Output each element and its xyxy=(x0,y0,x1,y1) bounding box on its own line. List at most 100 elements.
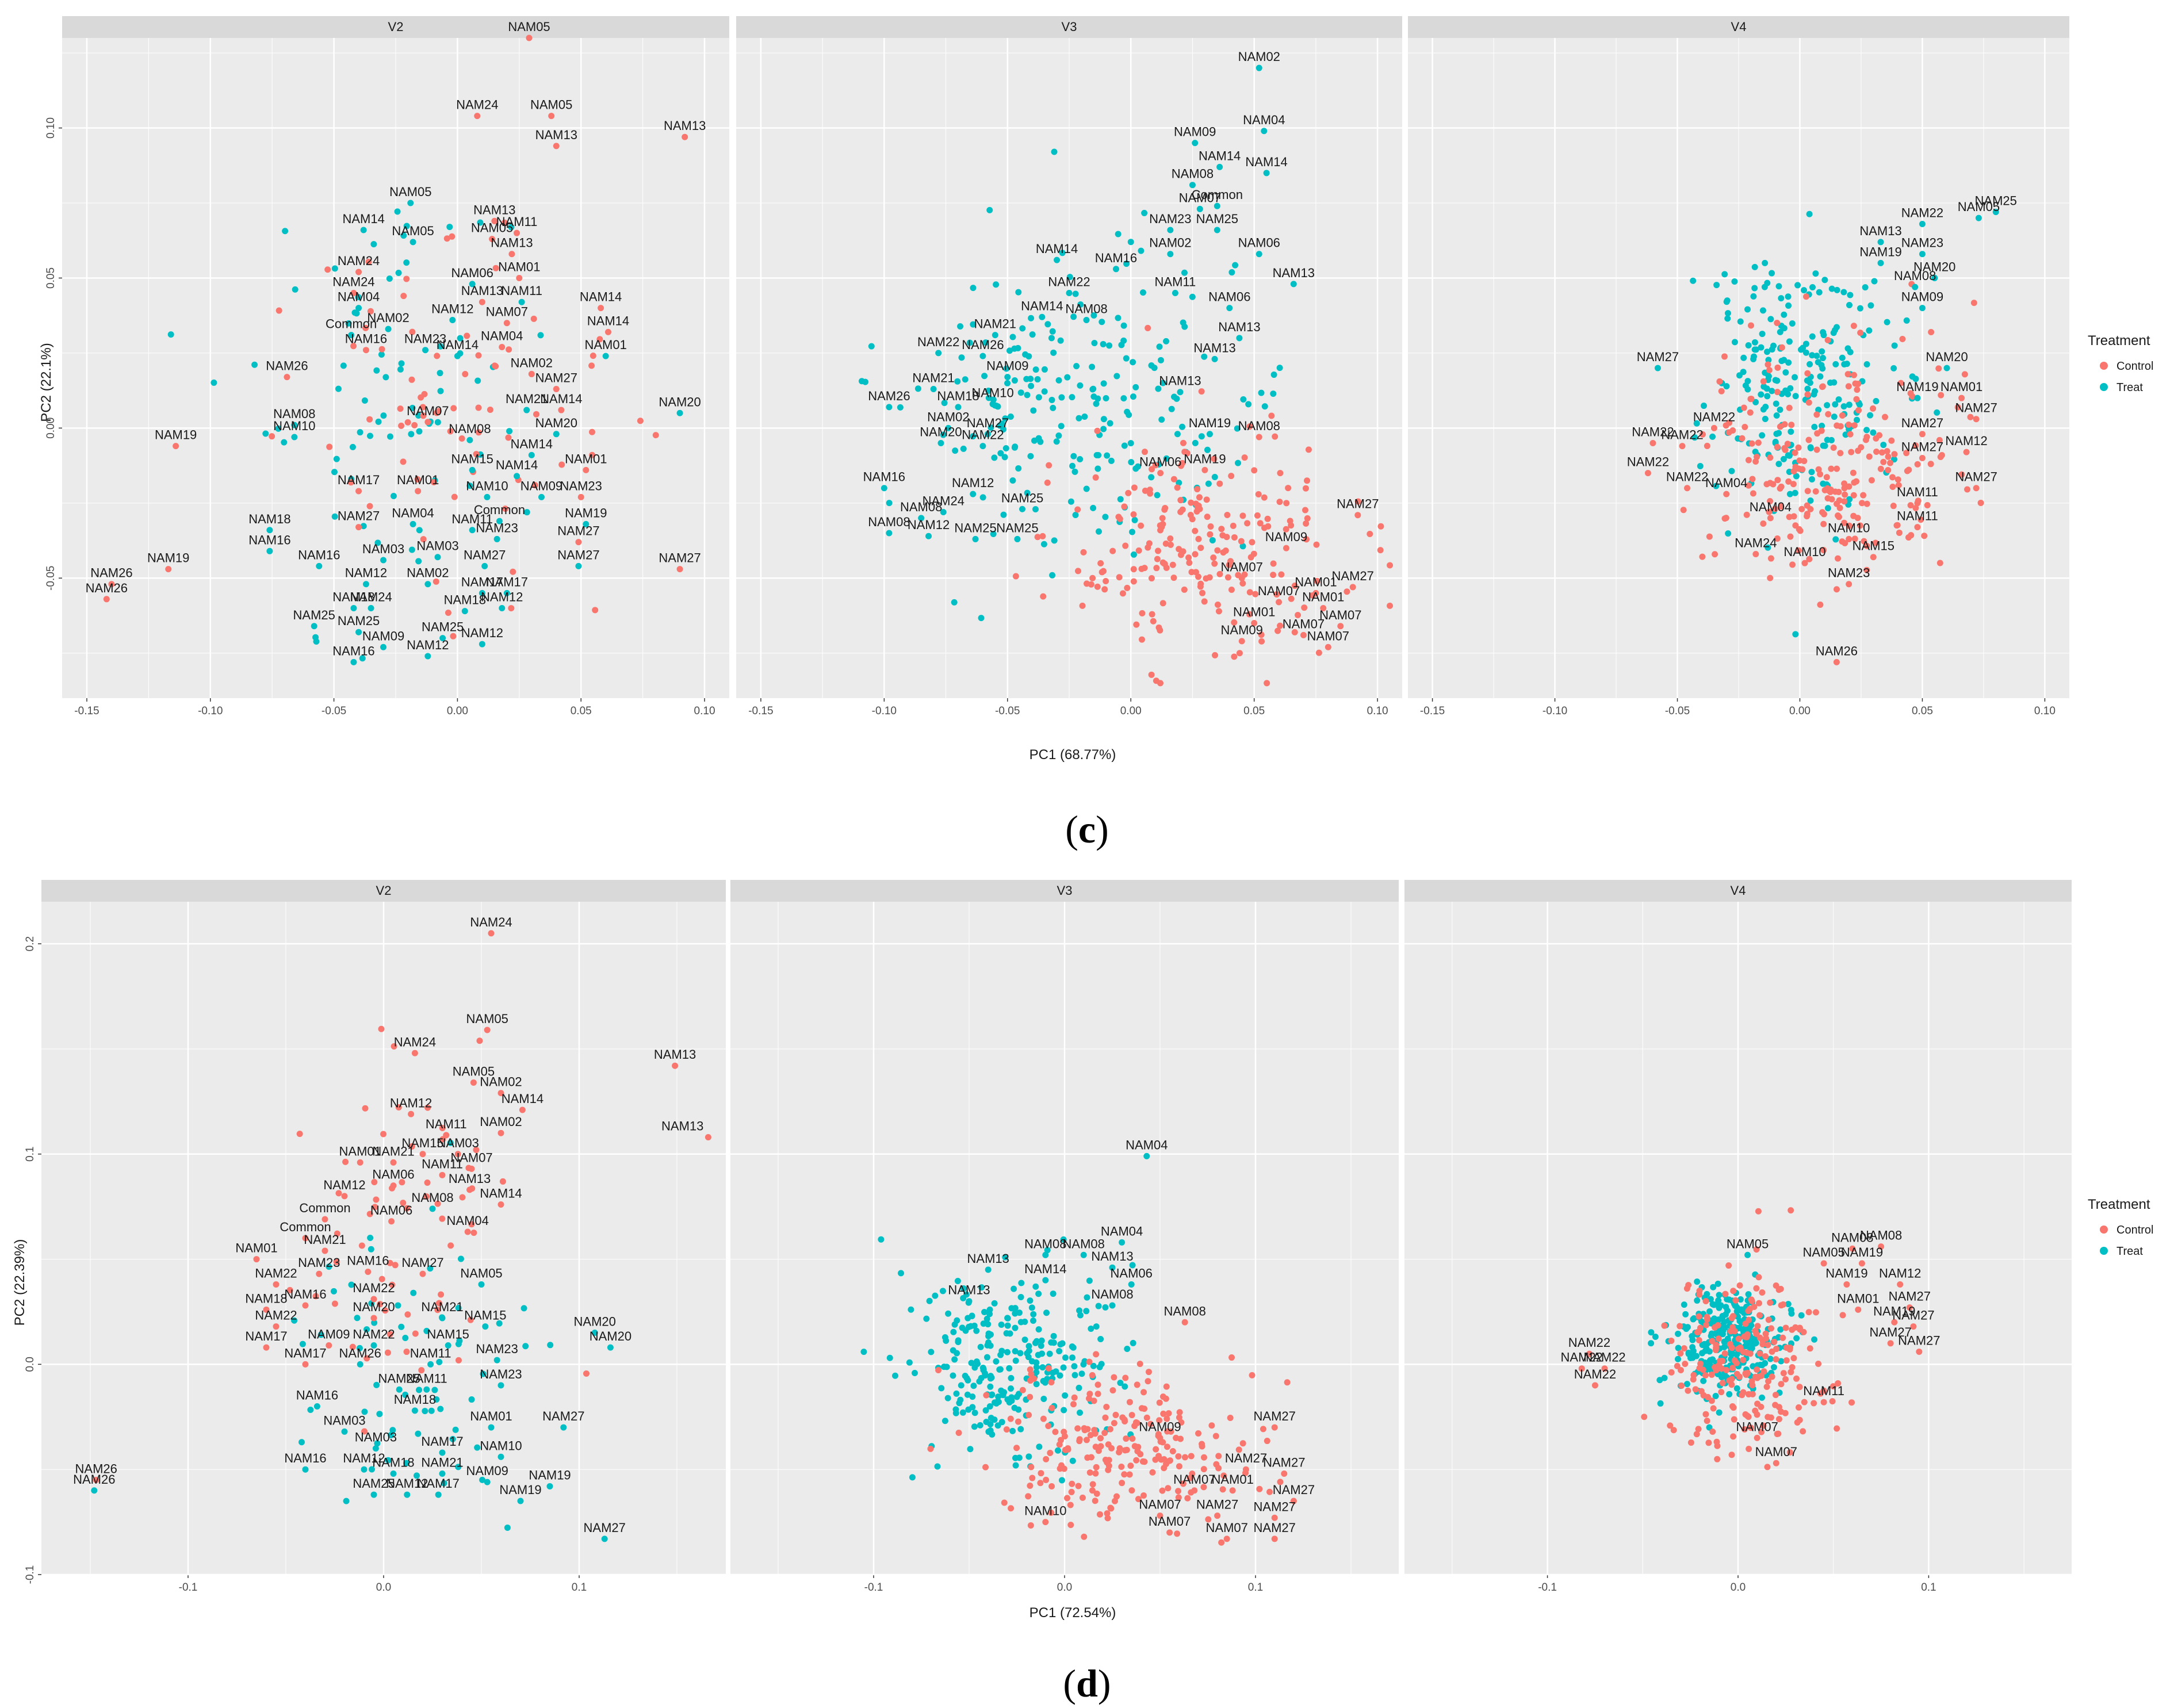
data-point-control xyxy=(458,435,465,442)
point-label: NAM14 xyxy=(1245,155,1287,169)
point-label: NAM13 xyxy=(948,1283,990,1297)
data-point-treat xyxy=(1015,1391,1022,1397)
data-point-treat xyxy=(1033,1359,1040,1366)
data-point-control xyxy=(1830,444,1837,451)
data-point-treat xyxy=(415,558,422,565)
labeled-point-control xyxy=(1919,431,1926,438)
data-point-control xyxy=(510,568,516,575)
labeled-point-treat xyxy=(469,281,476,288)
labeled-point-treat xyxy=(396,1386,403,1393)
data-point-treat xyxy=(991,1300,998,1307)
data-point-treat xyxy=(1004,1315,1011,1322)
data-point-control xyxy=(1977,499,1984,506)
data-point-control xyxy=(1765,1414,1771,1420)
data-point-control xyxy=(1128,1487,1135,1494)
data-point-control xyxy=(1047,1449,1054,1456)
data-point-treat xyxy=(1239,543,1246,550)
data-point-treat xyxy=(1863,361,1870,367)
data-point-treat xyxy=(375,418,382,425)
data-point-treat xyxy=(547,1342,554,1349)
data-point-treat xyxy=(1276,365,1283,372)
data-point-control xyxy=(1914,461,1921,468)
data-point-treat xyxy=(1122,1383,1128,1390)
data-point-treat xyxy=(960,445,967,452)
data-point-control xyxy=(1124,584,1131,591)
data-point-control xyxy=(1702,1372,1709,1378)
data-point-treat xyxy=(1785,302,1792,309)
labeled-point-control xyxy=(1290,1498,1297,1504)
point-label: NAM27 xyxy=(464,547,506,562)
data-point-control xyxy=(637,418,644,424)
data-point-control xyxy=(1081,1533,1088,1540)
labeled-point-control xyxy=(390,1182,397,1189)
data-point-control xyxy=(347,479,354,486)
data-point-treat xyxy=(1774,377,1781,384)
data-point-control xyxy=(1111,1420,1117,1427)
data-point-control xyxy=(397,405,404,412)
point-label: NAM09 xyxy=(986,359,1028,373)
data-point-control xyxy=(1276,499,1283,505)
point-label: NAM10 xyxy=(1828,520,1870,535)
data-point-control xyxy=(1205,1516,1212,1523)
facet-strip xyxy=(1404,880,2072,902)
data-point-control xyxy=(1214,602,1221,608)
data-point-control xyxy=(1763,1384,1770,1391)
data-point-treat xyxy=(1069,1354,1075,1361)
data-point-treat xyxy=(330,1288,337,1295)
data-point-control xyxy=(1895,482,1902,489)
data-point-treat xyxy=(1261,403,1268,410)
point-label: NAM04 xyxy=(481,328,523,343)
point-label: NAM13 xyxy=(461,284,503,298)
data-point-control xyxy=(423,1193,430,1200)
data-point-treat xyxy=(1751,263,1758,270)
data-point-treat xyxy=(1090,504,1097,511)
data-point-treat xyxy=(1700,1377,1707,1384)
data-point-treat xyxy=(940,431,947,438)
point-label: NAM17 xyxy=(421,1434,463,1449)
data-point-treat xyxy=(979,494,986,501)
data-point-treat xyxy=(1124,408,1131,415)
data-point-control xyxy=(1835,1380,1842,1387)
data-point-control xyxy=(1204,514,1211,520)
data-point-treat xyxy=(1811,423,1818,430)
point-label: NAM05 xyxy=(460,1266,502,1280)
data-point-treat xyxy=(1785,452,1792,459)
data-point-treat xyxy=(1035,394,1042,401)
data-point-control xyxy=(1782,1376,1789,1383)
data-point-control xyxy=(1855,407,1862,414)
data-point-control xyxy=(1805,1309,1812,1316)
data-point-treat xyxy=(390,492,397,499)
point-label: NAM08 xyxy=(1238,419,1280,433)
data-point-treat xyxy=(1744,306,1751,313)
point-label: NAM11 xyxy=(410,1346,451,1360)
data-point-control xyxy=(1167,535,1174,542)
data-point-control xyxy=(1216,570,1223,577)
data-point-control xyxy=(1912,442,1919,449)
data-point-control xyxy=(1146,487,1153,493)
data-point-control xyxy=(1086,1469,1093,1476)
data-point-control xyxy=(1044,479,1051,486)
labeled-point-treat xyxy=(992,332,998,339)
data-point-treat xyxy=(1792,374,1798,381)
data-point-control xyxy=(420,536,427,543)
data-point-treat xyxy=(351,309,358,316)
data-point-control xyxy=(1081,1425,1088,1432)
labeled-point-control xyxy=(1337,623,1344,630)
data-point-control xyxy=(414,476,421,483)
data-point-control xyxy=(326,443,333,450)
data-point-treat xyxy=(1157,357,1164,363)
labeled-point-control xyxy=(575,539,582,546)
data-point-treat xyxy=(1173,395,1180,402)
data-point-treat xyxy=(1863,427,1870,434)
point-label: NAM13 xyxy=(654,1047,696,1062)
point-label: NAM24 xyxy=(470,915,512,929)
data-point-control xyxy=(1714,1456,1721,1462)
data-point-treat xyxy=(1024,1350,1031,1357)
point-label: NAM11 xyxy=(406,1371,447,1385)
labeled-point-treat xyxy=(409,520,416,527)
point-label: NAM13 xyxy=(535,128,577,142)
data-point-treat xyxy=(1245,401,1252,408)
data-point-treat xyxy=(1120,322,1127,329)
data-point-control xyxy=(1806,1345,1813,1352)
data-point-control xyxy=(473,1146,480,1153)
